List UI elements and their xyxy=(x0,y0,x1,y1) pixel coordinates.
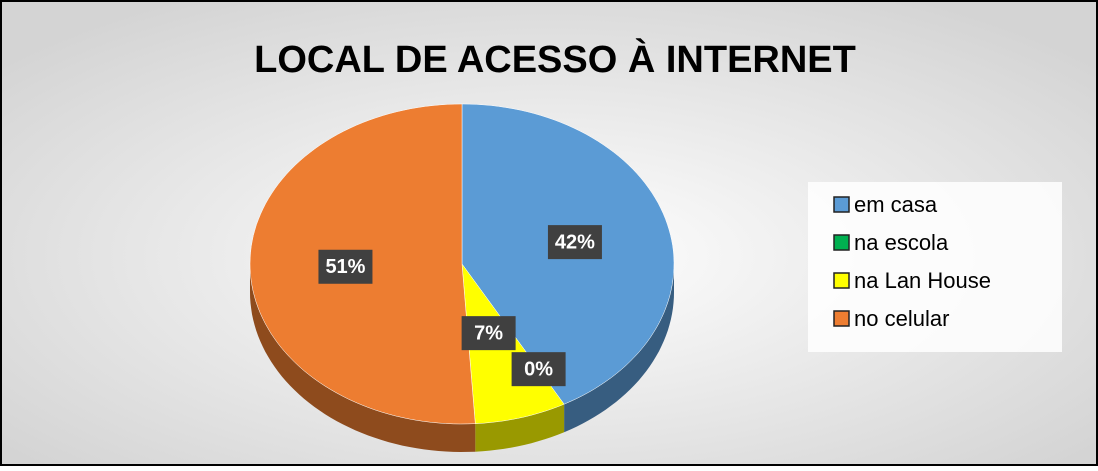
chart-title: LOCAL DE ACESSO À INTERNET xyxy=(254,37,856,81)
legend-label: em casa xyxy=(854,192,938,217)
legend-label: na Lan House xyxy=(854,268,991,293)
data-label: 51% xyxy=(325,256,365,278)
data-label-box xyxy=(511,352,566,387)
data-label: 0% xyxy=(524,358,553,380)
legend-label: na escola xyxy=(854,230,949,255)
data-label: 7% xyxy=(474,322,503,344)
data-label-box xyxy=(318,249,373,284)
legend-swatch xyxy=(833,196,850,213)
data-label-box xyxy=(547,225,602,260)
data-label: 42% xyxy=(555,231,595,253)
legend-swatch xyxy=(833,310,850,327)
pie-side xyxy=(564,264,674,433)
legend-swatch xyxy=(833,234,850,251)
pie-side xyxy=(250,264,476,452)
legend-box xyxy=(808,182,1062,352)
data-label-box xyxy=(461,316,516,351)
legend-label: no celular xyxy=(854,306,949,331)
pie-side xyxy=(475,404,565,452)
legend-swatch xyxy=(833,272,850,289)
